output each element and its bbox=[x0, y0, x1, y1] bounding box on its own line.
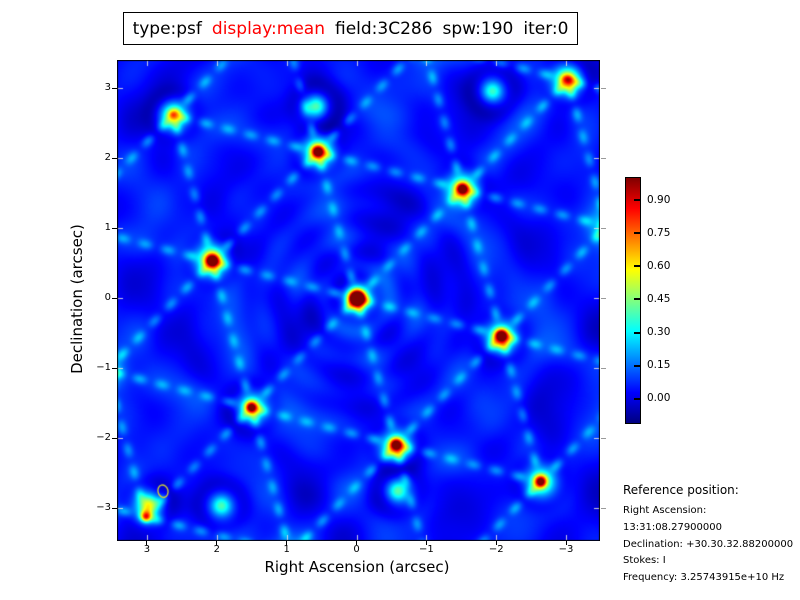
x-tick-label: −2 bbox=[488, 544, 504, 555]
reference-frequency: Frequency: 3.25743915e+10 Hz bbox=[623, 572, 785, 584]
y-tick-mark bbox=[112, 227, 117, 229]
y-right-tick-mark bbox=[601, 437, 606, 439]
colorbar-tick-mark bbox=[634, 331, 641, 334]
y-tick-mark bbox=[112, 437, 117, 439]
y-tick-mark bbox=[112, 507, 117, 509]
x-tick-label: −3 bbox=[558, 544, 574, 555]
y-right-tick-mark bbox=[601, 367, 606, 369]
title-type: type:psf bbox=[132, 18, 202, 39]
reference-position-block: Reference position: Right Ascension: 13:… bbox=[623, 483, 800, 587]
reference-stokes: Stokes: I bbox=[623, 555, 666, 567]
y-tick-label: 1 bbox=[104, 222, 111, 233]
y-right-tick-mark bbox=[601, 87, 606, 89]
title-display: display:mean bbox=[211, 18, 325, 39]
x-tick-label: 1 bbox=[283, 544, 290, 555]
x-tick-mark bbox=[356, 541, 357, 545]
colorbar-tick-label: 0.45 bbox=[647, 292, 671, 305]
y-tick-label: −2 bbox=[96, 432, 111, 443]
x-axis-label: Right Ascension (arcsec) bbox=[264, 558, 450, 576]
reference-right-ascension: Right Ascension: 13:31:08.27900000 bbox=[623, 505, 722, 533]
y-right-tick-mark bbox=[601, 507, 606, 509]
y-tick-mark bbox=[112, 157, 117, 159]
y-tick-mark bbox=[112, 297, 117, 299]
y-tick-label: 2 bbox=[104, 152, 111, 163]
y-tick-label: 0 bbox=[104, 292, 111, 303]
x-tick-label: 2 bbox=[213, 544, 220, 555]
y-tick-mark bbox=[112, 87, 117, 89]
colorbar-tick-label: 0.30 bbox=[647, 326, 671, 338]
colorbar-tick-label: 0.60 bbox=[647, 259, 671, 272]
x-tick-label: 0 bbox=[353, 544, 360, 555]
y-tick-label: −3 bbox=[96, 502, 111, 513]
title-iter: iter:0 bbox=[523, 18, 569, 39]
y-tick-label: −1 bbox=[96, 362, 111, 373]
y-right-tick-mark bbox=[601, 157, 606, 159]
colorbar-tick-mark bbox=[634, 298, 641, 301]
plot-title-box: type:psf display:mean field:3C286 spw:19… bbox=[123, 12, 578, 45]
colorbar-tick-mark bbox=[634, 397, 641, 400]
colorbar-tick-label: 0.00 bbox=[647, 392, 671, 405]
x-tick-mark bbox=[286, 541, 288, 545]
reference-declination: Declination: +30.30.32.88200000 bbox=[623, 538, 794, 550]
x-tick-mark bbox=[565, 541, 567, 545]
colorbar-tick-label: 0.15 bbox=[647, 359, 671, 372]
colorbar-tick-mark bbox=[634, 265, 641, 268]
y-right-tick-mark bbox=[601, 227, 606, 229]
colorbar-tick-label: 0.75 bbox=[647, 226, 671, 239]
colorbar-tick-label: 0.90 bbox=[647, 193, 671, 206]
y-right-tick-mark bbox=[601, 297, 606, 299]
x-tick-label: 3 bbox=[143, 544, 151, 555]
colorbar-gradient bbox=[625, 177, 641, 424]
x-tick-mark bbox=[146, 541, 148, 545]
x-tick-mark bbox=[495, 541, 497, 545]
x-tick-label: −1 bbox=[418, 544, 434, 555]
y-tick-label: 3 bbox=[104, 82, 111, 93]
title-spw: spw:190 bbox=[442, 18, 514, 39]
colorbar-tick-mark bbox=[634, 364, 641, 367]
colorbar-tick-mark bbox=[634, 199, 641, 202]
y-tick-mark bbox=[112, 367, 117, 369]
colorbar-tick-mark bbox=[634, 232, 641, 235]
x-tick-mark bbox=[425, 541, 427, 545]
title-field: field:3C286 bbox=[334, 18, 433, 39]
reference-heading: Reference position: bbox=[623, 483, 739, 497]
psf-heatmap-canvas bbox=[117, 60, 600, 541]
x-tick-mark bbox=[216, 541, 218, 545]
